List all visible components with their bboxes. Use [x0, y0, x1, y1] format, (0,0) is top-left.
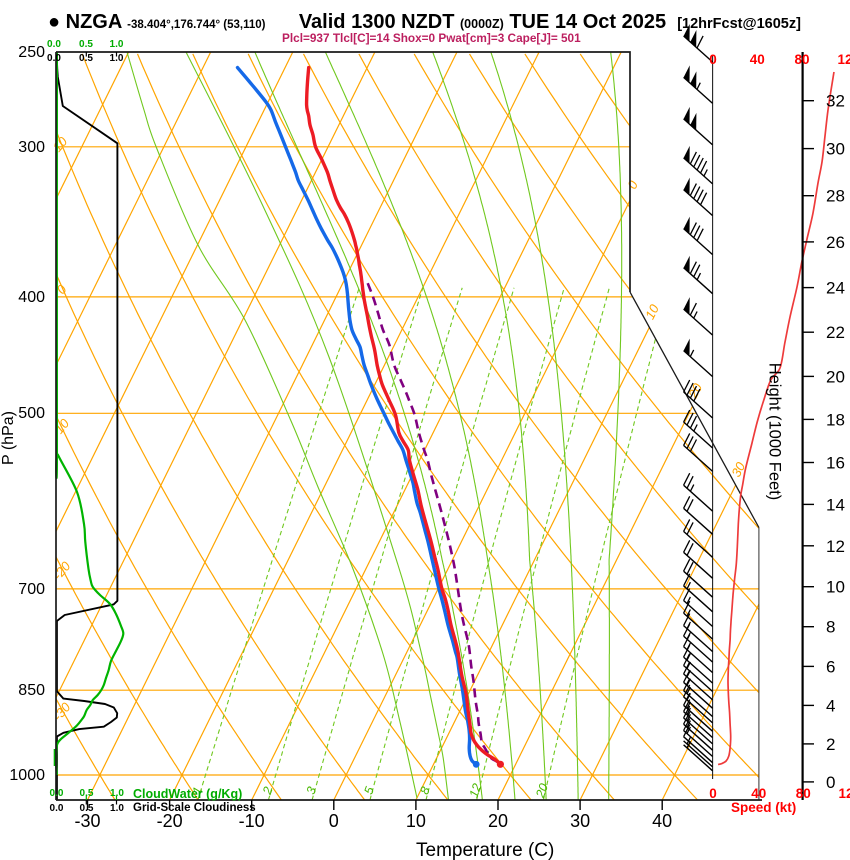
svg-text:0: 0 [826, 773, 835, 792]
svg-text:4: 4 [826, 696, 835, 715]
svg-text:10: 10 [826, 578, 845, 597]
svg-text:8: 8 [826, 618, 835, 637]
svg-text:12: 12 [826, 537, 845, 556]
svg-text:12: 12 [467, 782, 485, 800]
svg-text:24: 24 [826, 279, 845, 298]
svg-text:18: 18 [826, 410, 845, 429]
svg-text:14: 14 [826, 495, 845, 514]
svg-text:22: 22 [826, 323, 845, 342]
svg-text:2: 2 [826, 735, 835, 754]
svg-text:-20: -20 [50, 558, 74, 583]
svg-text:-10: -10 [49, 415, 73, 440]
svg-text:32: 32 [826, 92, 845, 111]
svg-text:0: 0 [624, 178, 641, 192]
svg-text:20: 20 [685, 380, 706, 401]
svg-text:-30: -30 [50, 699, 74, 724]
svg-text:5: 5 [361, 785, 377, 796]
svg-text:30: 30 [728, 459, 748, 479]
svg-text:1: 1 [190, 785, 206, 796]
svg-text:2: 2 [260, 785, 276, 797]
svg-text:6: 6 [826, 657, 835, 676]
svg-text:3: 3 [304, 785, 320, 796]
svg-text:26: 26 [826, 233, 845, 252]
svg-text:16: 16 [826, 454, 845, 473]
svg-text:20: 20 [826, 367, 845, 386]
svg-text:30: 30 [826, 140, 845, 159]
svg-text:10: 10 [50, 133, 71, 154]
svg-text:20: 20 [533, 782, 551, 801]
svg-text:28: 28 [826, 187, 845, 206]
svg-text:8: 8 [417, 785, 433, 796]
svg-text:10: 10 [642, 301, 662, 321]
